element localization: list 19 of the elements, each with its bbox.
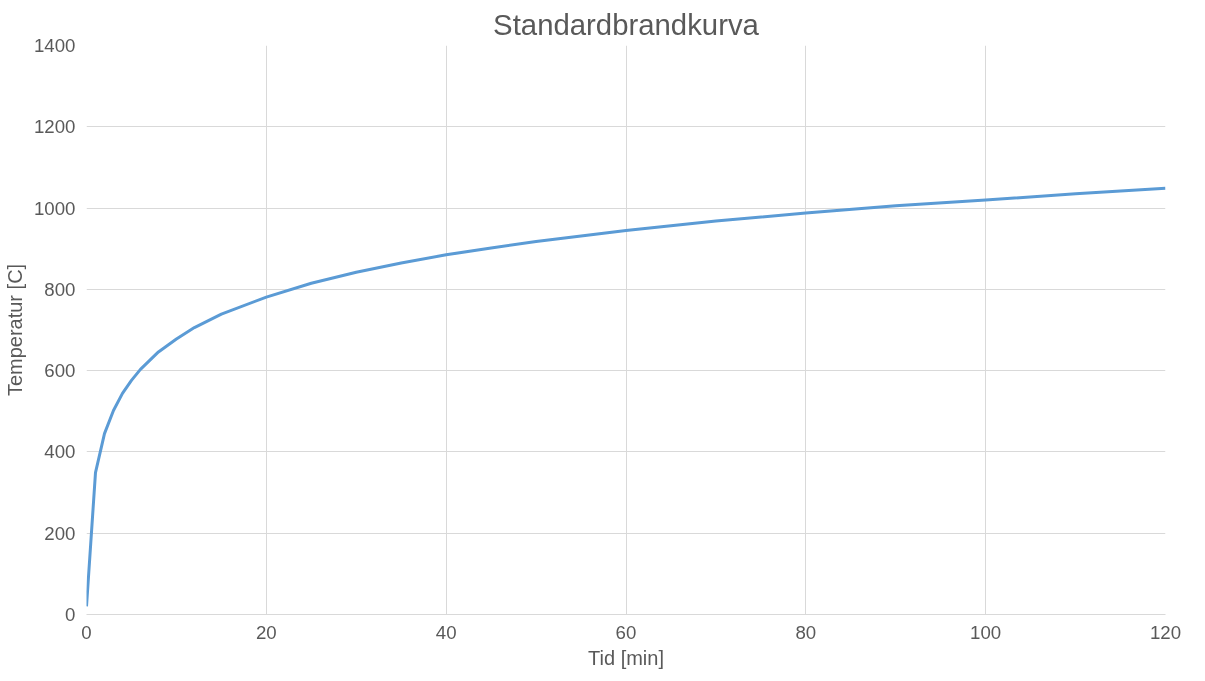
x-tick-label: 80	[795, 621, 817, 643]
x-tick-label: 0	[81, 621, 92, 643]
y-tick-label: 1400	[34, 35, 76, 56]
x-tick-label: 40	[435, 621, 457, 643]
x-tick-label: 100	[970, 621, 1002, 643]
y-tick-label: 600	[44, 360, 76, 382]
y-tick-label: 200	[44, 522, 76, 544]
y-tick-label: 400	[44, 441, 76, 463]
y-axis-title: Temperatur [C]	[4, 263, 26, 397]
y-tick-label: 1000	[34, 197, 76, 219]
x-tick-label: 60	[615, 621, 637, 643]
x-tick-label: 120	[1149, 621, 1182, 643]
x-tick-label: 20	[255, 621, 277, 643]
chart-title: Standardbrandkurva	[493, 7, 760, 41]
y-tick-label: 0	[65, 604, 76, 625]
x-axis-title: Tid [min]	[588, 646, 664, 669]
y-tick-label: 800	[44, 278, 76, 300]
line-series	[86, 186, 1166, 608]
y-tick-label: 1200	[34, 116, 76, 138]
